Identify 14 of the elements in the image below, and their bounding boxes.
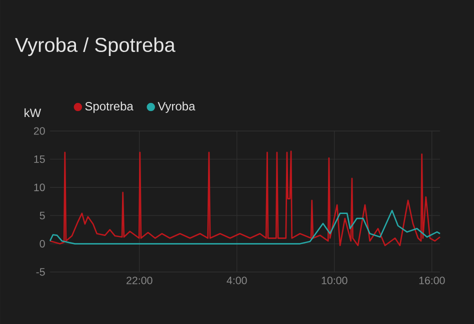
y-tick-label: 5 <box>40 212 45 220</box>
y-tick-label: 10 <box>34 184 45 192</box>
x-tick-label: 22:00 <box>126 276 152 284</box>
legend-label: Spotreba <box>85 102 134 113</box>
chart-title: Vyroba / Spotreba <box>15 37 176 56</box>
y-tick-label: -5 <box>36 268 45 276</box>
legend-label: Vyroba <box>158 102 196 113</box>
x-tick-label: 4:00 <box>226 276 247 284</box>
y-tick-label: 15 <box>34 155 45 163</box>
y-tick-label: 0 <box>40 240 45 248</box>
x-tick-label: 10:00 <box>322 276 348 284</box>
y-tick-label: 20 <box>34 127 45 135</box>
y-axis-title: kW <box>24 108 42 118</box>
x-tick-label: 16:00 <box>419 276 445 284</box>
